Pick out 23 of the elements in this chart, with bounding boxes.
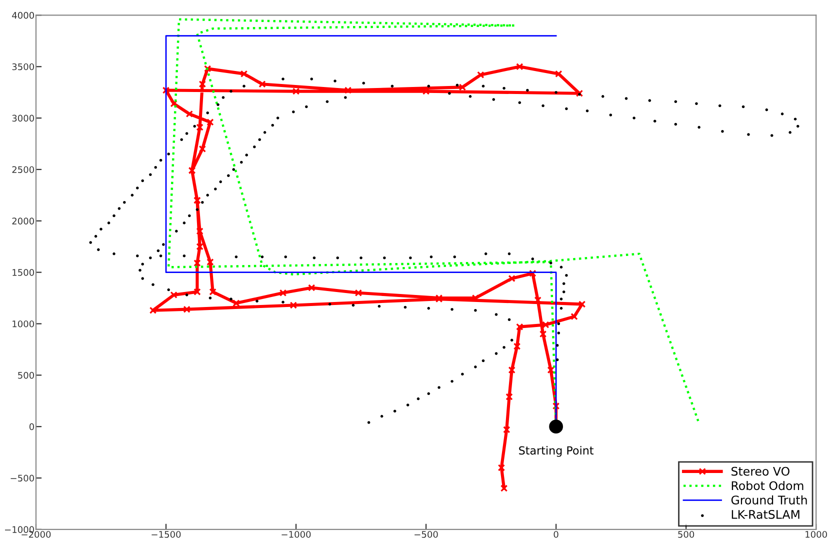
y-tick-label: 1500 <box>12 269 34 276</box>
x-tick-label: −1000 <box>282 530 311 538</box>
x-tick-label: 1000 <box>806 530 827 538</box>
y-tick-label: 3000 <box>12 114 34 122</box>
legend-label: LK-RatSLAM <box>732 510 800 519</box>
legend-label: Robot Odom <box>732 480 804 490</box>
x-tick-label: 500 <box>678 530 694 538</box>
y-tick-label: 0 <box>29 423 34 430</box>
annotation: Starting Point <box>519 446 594 457</box>
y-tick-label: 2000 <box>12 218 34 224</box>
y-tick-label: 2500 <box>12 166 34 174</box>
y-tick-label: −1000 <box>5 526 34 533</box>
y-tick-label: 500 <box>18 372 34 379</box>
y-tick-label: 1000 <box>12 320 34 328</box>
x-tick-label: −500 <box>414 530 438 538</box>
y-tick-label: 4000 <box>12 12 34 19</box>
x-tick-label: −2000 <box>22 530 51 538</box>
legend-label: Ground Truth <box>731 495 807 504</box>
x-tick-label: 0 <box>554 530 558 538</box>
x-tick-label: −1500 <box>152 530 181 538</box>
y-tick-label: −500 <box>10 474 34 482</box>
legend-label: Stereo VO <box>732 466 790 476</box>
y-tick-label: 3500 <box>12 63 34 70</box>
